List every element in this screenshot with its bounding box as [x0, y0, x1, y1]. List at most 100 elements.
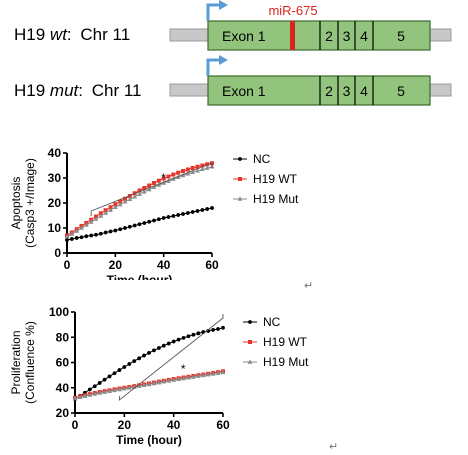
data-point [121, 386, 127, 391]
x-tick-label: 20 [118, 418, 132, 432]
data-point [94, 232, 98, 237]
data-point [117, 386, 122, 392]
legend-item: NC [243, 315, 281, 329]
data-point [210, 371, 216, 376]
y-tick-label: 30 [48, 171, 62, 185]
data-point [147, 219, 152, 224]
data-point [92, 384, 97, 389]
data-point [190, 169, 196, 175]
data-point [88, 219, 94, 224]
data-point [205, 162, 210, 167]
data-point [181, 375, 186, 381]
data-point [118, 227, 123, 232]
x-axis-label: Time (hour) [116, 433, 182, 447]
significance-bracket [118, 314, 224, 401]
data-point [247, 359, 253, 364]
data-point [98, 231, 103, 236]
data-point [186, 334, 191, 339]
data-point [87, 392, 93, 397]
exon-label: Exon 1 [222, 83, 266, 99]
data-point [107, 388, 112, 393]
data-point [152, 348, 156, 353]
data-point [195, 164, 200, 169]
legend-label: H19 WT [253, 172, 298, 186]
data-point [248, 340, 252, 344]
chromosome-label: Chr 11 [80, 25, 131, 44]
data-point [103, 210, 109, 215]
data-point [123, 226, 127, 230]
series-nc [65, 206, 214, 242]
exon-block-wt [207, 20, 431, 51]
data-point [69, 237, 74, 241]
data-point [181, 212, 185, 216]
data-point [64, 234, 70, 239]
data-point [181, 169, 185, 173]
legend-label: NC [253, 152, 271, 166]
gene-label-mut: H19 mut: Chr 11 [14, 81, 142, 100]
data-point [238, 177, 242, 181]
data-point [186, 375, 191, 380]
data-point [146, 381, 152, 387]
exon-label: 2 [325, 28, 333, 44]
exon-label: 5 [397, 28, 405, 44]
x-tick-label: 20 [109, 258, 123, 272]
data-point [132, 359, 137, 364]
data-point [141, 189, 147, 194]
y-tick-label: 100 [49, 305, 69, 319]
data-point [83, 222, 89, 227]
data-point [152, 218, 156, 223]
data-point [127, 362, 132, 366]
data-point [137, 191, 142, 197]
mirna-label: miR-675 [268, 3, 317, 18]
data-point [79, 235, 84, 240]
gene-name: H19 [14, 25, 46, 44]
data-point [248, 320, 252, 324]
data-point [200, 163, 205, 168]
promoter-arrow-icon [206, 3, 222, 21]
exon-label: Exon 1 [222, 28, 266, 44]
data-point [166, 174, 171, 179]
gene-label-wt: H19 wt: Chr 11 [14, 25, 131, 44]
exon-label: 4 [360, 83, 368, 99]
data-point [221, 325, 225, 330]
exon-label: 2 [325, 83, 333, 99]
data-point [77, 394, 83, 400]
y-tick-label: 0 [54, 246, 61, 260]
significance-star: * [181, 362, 186, 376]
data-point [199, 166, 205, 172]
data-point [84, 234, 89, 239]
data-point [142, 353, 146, 358]
legend-label: NC [263, 315, 281, 329]
legend-item: H19 WT [243, 335, 308, 349]
data-point [171, 214, 176, 218]
return-mark: ↵ [329, 441, 339, 453]
y-axis-label: (Casp3 +/Image) [23, 158, 37, 248]
x-tick-label: 0 [72, 418, 79, 432]
data-point [142, 221, 147, 225]
series-line [74, 327, 224, 400]
chromosome-label: Chr 11 [91, 81, 142, 100]
data-point [122, 365, 127, 369]
data-point [127, 196, 133, 202]
data-point [161, 176, 166, 181]
gene-diagram: Exon 1 2 3 4 5 miR-675 Exon 1 2 3 4 5 [169, 0, 452, 106]
promoter-arrow-icon [206, 58, 222, 76]
y-tick-label: 60 [56, 356, 70, 370]
x-axis-label: Time (hour) [107, 273, 173, 280]
y-tick-label: 40 [56, 381, 70, 395]
data-point [107, 374, 112, 379]
data-point [180, 172, 186, 178]
data-point [195, 209, 200, 213]
y-axis-label: (Confluence %) [23, 321, 37, 404]
y-tick-label: 40 [48, 146, 62, 160]
x-tick-label: 0 [64, 258, 71, 272]
data-point [141, 382, 147, 388]
y-tick-label: 20 [48, 196, 62, 210]
gene-variant: wt [49, 25, 67, 44]
data-point [151, 184, 157, 190]
apoptosis-chart: 0 10 20 30 40 0 20 40 60 Time (hour) Apoptosis (Cas… [9, 146, 299, 280]
data-point [132, 194, 138, 199]
series-nc [73, 325, 225, 402]
exon-label: 3 [343, 83, 351, 99]
data-point [137, 188, 142, 193]
